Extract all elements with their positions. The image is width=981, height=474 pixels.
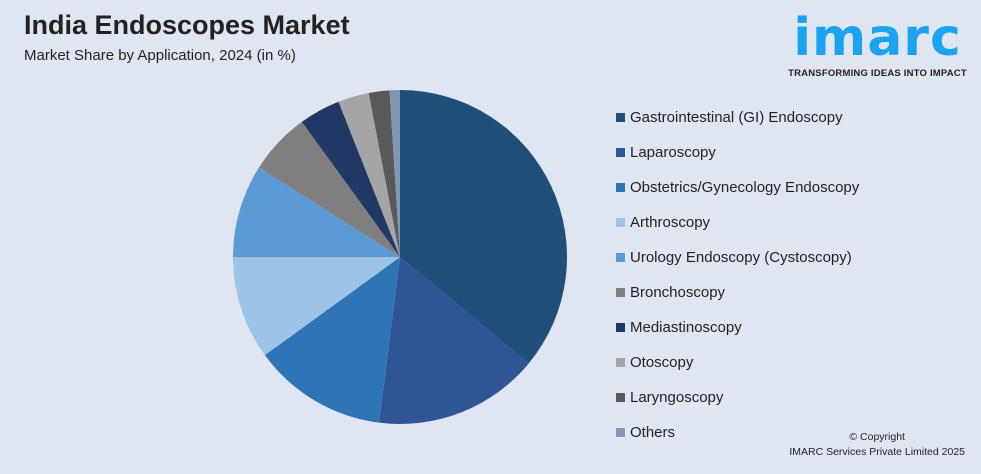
pie-slice-obstetrics-gynecology-endoscopy (264, 257, 400, 423)
legend-item: Others (616, 415, 859, 450)
legend-swatch (616, 218, 625, 227)
legend-label: Laparoscopy (630, 144, 716, 161)
pie-slice-gastrointestinal-gi-endoscopy (400, 90, 567, 364)
legend-swatch (616, 288, 625, 297)
legend-label: Urology Endoscopy (Cystoscopy) (630, 249, 852, 266)
legend-item: Urology Endoscopy (Cystoscopy) (616, 240, 859, 275)
pie-slice-otoscopy (338, 92, 400, 257)
pie-slice-arthroscopy (233, 257, 400, 356)
legend-swatch (616, 393, 625, 402)
legend-label: Otoscopy (630, 354, 694, 371)
pie-slice-laryngoscopy (368, 90, 400, 258)
legend-item: Arthroscopy (616, 205, 859, 240)
legend-label: Others (630, 424, 676, 441)
legend-swatch (616, 113, 625, 122)
chart-subtitle: Market Share by Application, 2024 (in %) (24, 47, 296, 64)
copyright-line1: © Copyright (849, 431, 905, 443)
legend-item: Gastrointestinal (GI) Endoscopy (616, 100, 859, 135)
legend-item: Laryngoscopy (616, 380, 859, 415)
legend-label: Bronchoscopy (630, 284, 726, 301)
chart-legend: Gastrointestinal (GI) Endoscopy Laparosco… (616, 100, 859, 450)
copyright-line2: IMARC Services Private Limited 2025 (789, 446, 965, 458)
pie-slice-urology-endoscopy-cystoscopy (233, 167, 400, 257)
pie-slice-mediastinoscopy (301, 101, 400, 257)
legend-label: Gastrointestinal (GI) Endoscopy (630, 109, 843, 126)
legend-label: Mediastinoscopy (630, 319, 742, 336)
legend-item: Obstetrics/Gynecology Endoscopy (616, 170, 859, 205)
legend-item: Mediastinoscopy (616, 310, 859, 345)
imarc-logo: imarc TRANSFORMING IDEAS INTO IMPACT (785, 8, 970, 79)
legend-label: Obstetrics/Gynecology Endoscopy (630, 179, 860, 196)
legend-swatch (616, 253, 625, 262)
legend-swatch (616, 148, 625, 157)
pie-slice-bronchoscopy (258, 121, 400, 257)
copyright: © Copyright IMARC Services Private Limit… (789, 430, 965, 460)
legend-item: Otoscopy (616, 345, 859, 380)
chart-title: India Endoscopes Market (24, 10, 350, 40)
legend-swatch (616, 183, 625, 192)
logo-tagline: TRANSFORMING IDEAS INTO IMPACT (788, 68, 967, 79)
pie-slice-others (389, 90, 400, 257)
legend-item: Bronchoscopy (616, 275, 859, 310)
legend-item: Laparoscopy (616, 135, 859, 170)
legend-label: Arthroscopy (630, 214, 711, 231)
legend-label: Laryngoscopy (630, 389, 724, 406)
legend-swatch (616, 428, 625, 437)
legend-swatch (616, 323, 625, 332)
pie-slice-laparoscopy (379, 257, 529, 424)
logo-word: imarc (793, 8, 962, 68)
legend-swatch (616, 358, 625, 367)
